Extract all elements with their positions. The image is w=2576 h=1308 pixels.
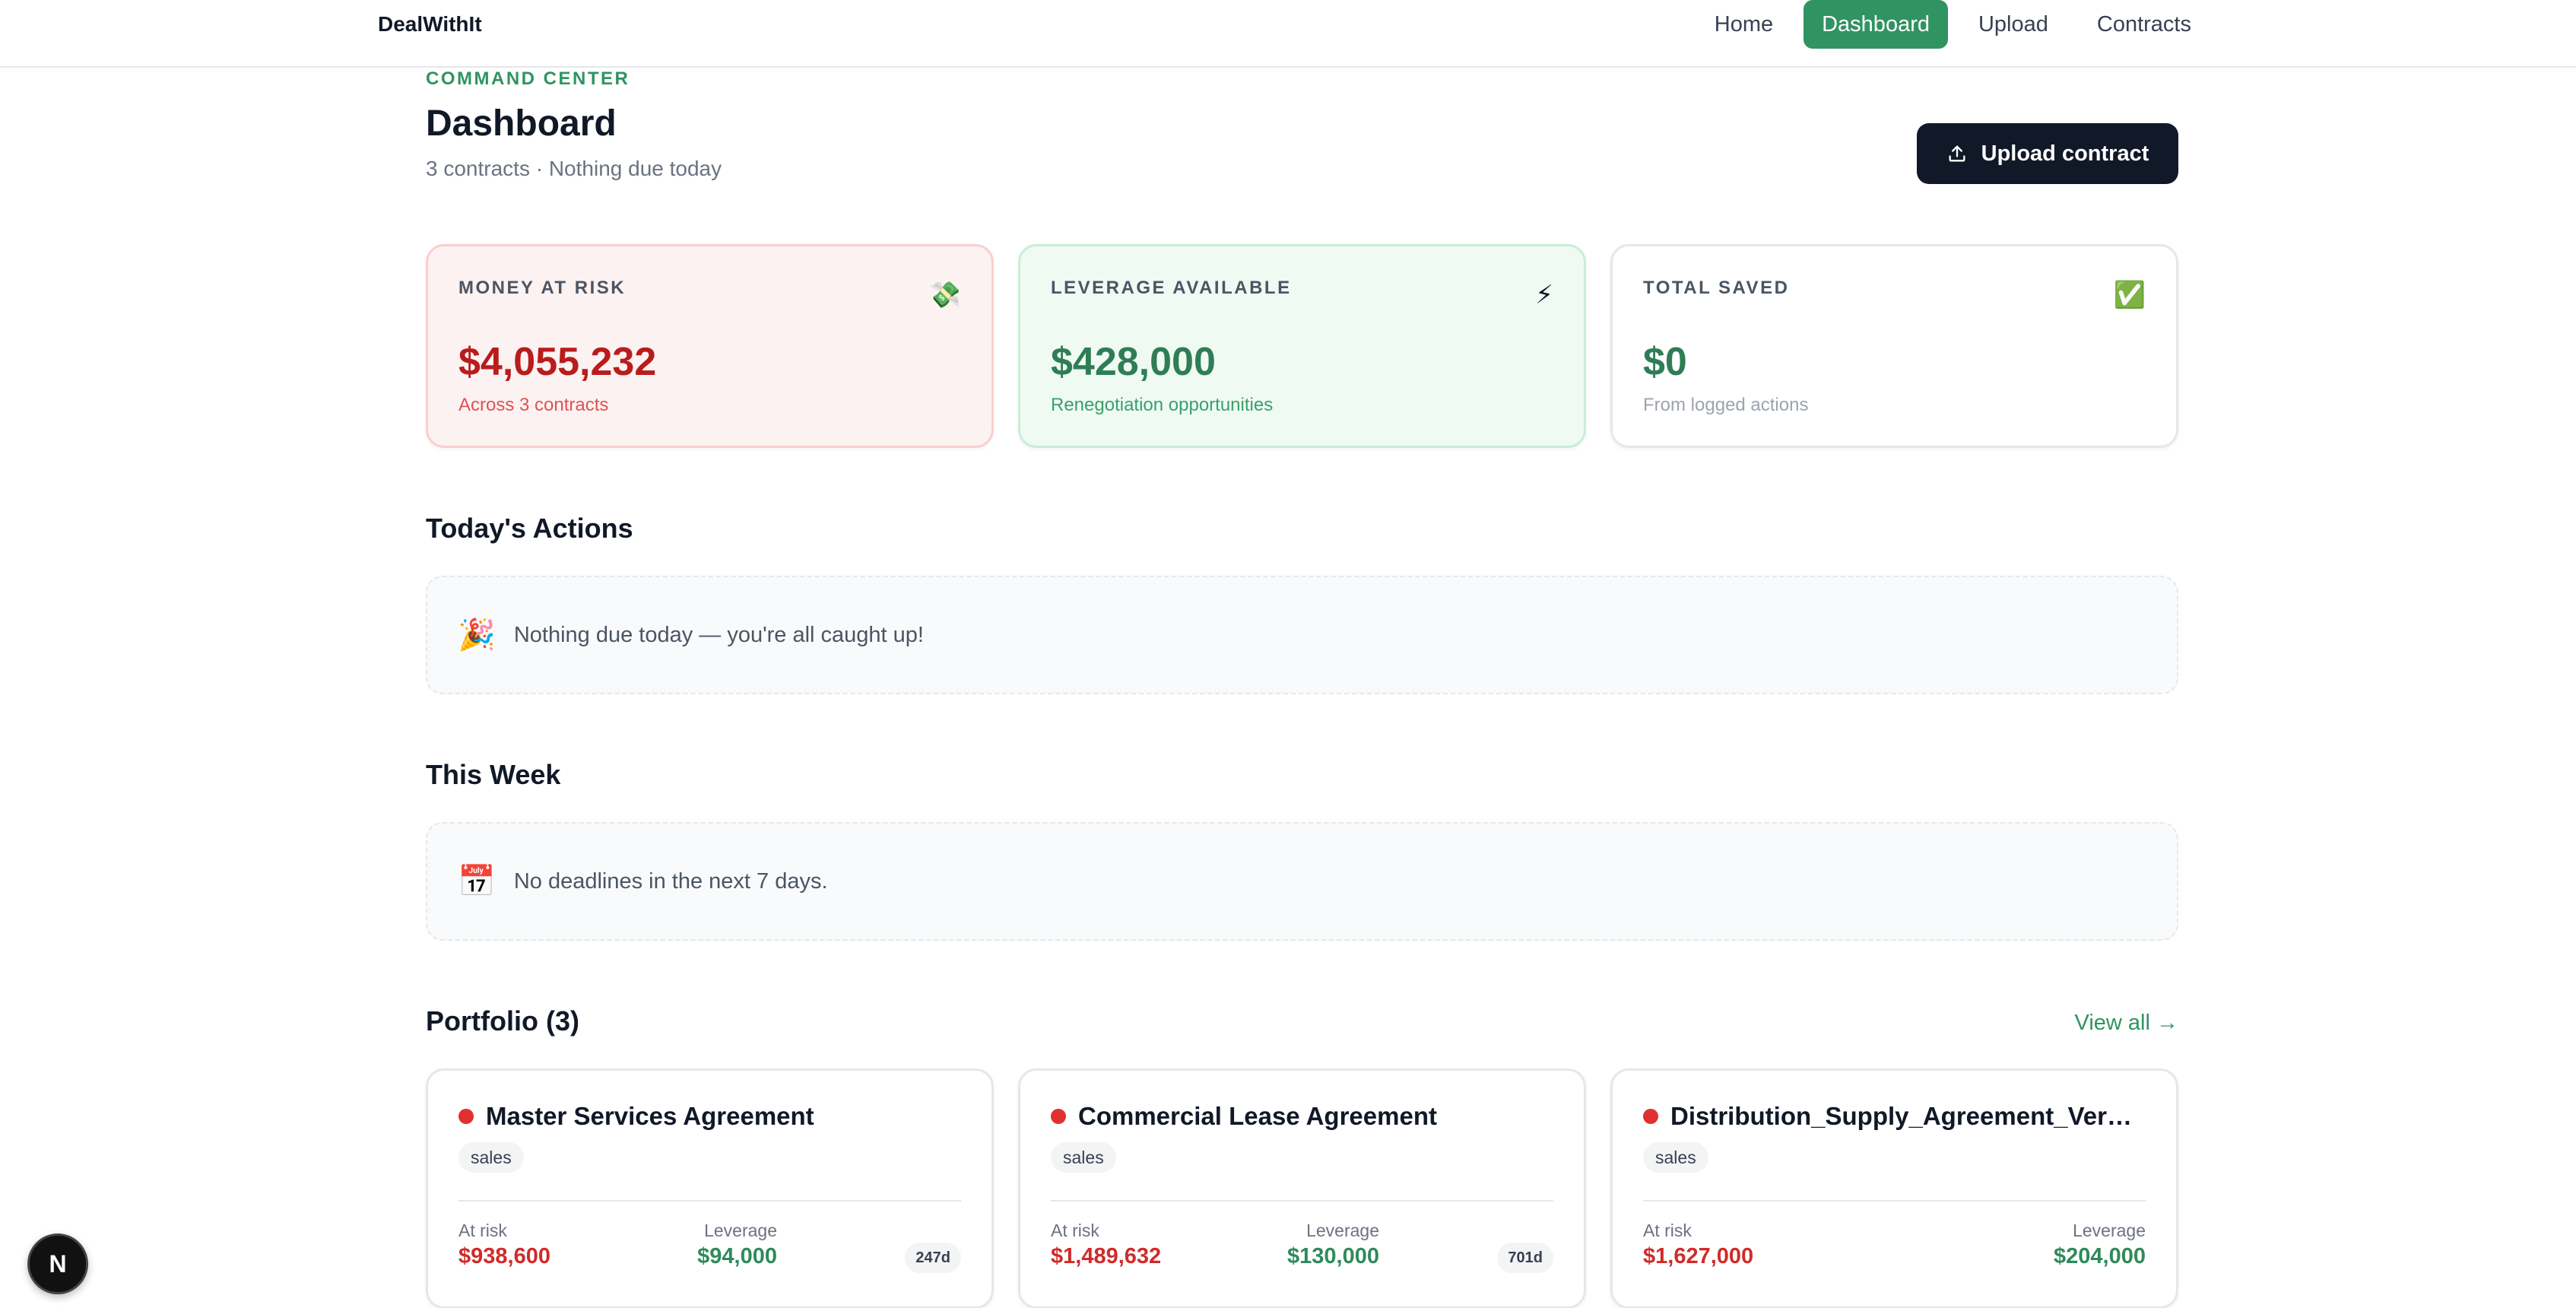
- contract-card[interactable]: Commercial Lease Agreement sales At risk…: [1018, 1068, 1586, 1308]
- empty-state-message: Nothing due today — you're all caught up…: [513, 622, 924, 647]
- at-risk-label: At risk: [1643, 1221, 1692, 1240]
- days-remaining-badge: 701d: [1497, 1243, 1553, 1273]
- kpi-value: $428,000: [1051, 340, 1216, 384]
- main-nav: Home Dashboard Upload Contracts: [1696, 0, 2210, 49]
- portfolio-cards: Master Services Agreement sales At risk …: [426, 1068, 2178, 1308]
- kpi-cards: MONEY AT RISK 💸 $4,055,232 Across 3 cont…: [426, 244, 2178, 448]
- at-risk-value: $1,627,000: [1643, 1244, 1754, 1268]
- page-eyebrow: COMMAND CENTER: [426, 68, 630, 89]
- contract-card-header: Commercial Lease Agreement: [1051, 1101, 1553, 1132]
- n-logo-icon: N: [49, 1249, 67, 1278]
- divider: [1643, 1200, 2146, 1202]
- upload-contract-button[interactable]: Upload contract: [1917, 123, 2178, 184]
- days-remaining-badge: 247d: [905, 1243, 961, 1273]
- kpi-money-at-risk: MONEY AT RISK 💸 $4,055,232 Across 3 cont…: [426, 244, 994, 448]
- risk-status-dot: [458, 1109, 474, 1124]
- kpi-label: MONEY AT RISK: [458, 278, 627, 298]
- todays-actions-empty-state: 🎉 Nothing due today — you're all caught …: [426, 576, 2178, 694]
- at-risk-label: At risk: [458, 1221, 507, 1240]
- nav-home[interactable]: Home: [1714, 12, 1774, 37]
- kpi-total-saved: TOTAL SAVED ✅ $0 From logged actions: [1610, 244, 2178, 448]
- kpi-caption: Renegotiation opportunities: [1051, 395, 1274, 415]
- kpi-caption: From logged actions: [1643, 395, 1809, 415]
- kpi-value: $0: [1643, 340, 1687, 384]
- at-risk-value: $1,489,632: [1051, 1244, 1162, 1268]
- kpi-label: LEVERAGE AVAILABLE: [1051, 278, 1292, 298]
- kpi-value: $4,055,232: [458, 340, 657, 384]
- risk-status-dot: [1643, 1109, 1658, 1124]
- view-all-link[interactable]: View all →: [2074, 1011, 2178, 1035]
- contract-card-header: Master Services Agreement: [458, 1101, 960, 1132]
- at-risk-label: At risk: [1051, 1221, 1099, 1240]
- at-risk-value: $938,600: [458, 1244, 550, 1268]
- empty-state-message: No deadlines in the next 7 days.: [513, 868, 828, 894]
- todays-actions-heading: Today's Actions: [426, 513, 633, 544]
- upload-contract-label: Upload contract: [1981, 141, 2149, 166]
- contract-title: Commercial Lease Agreement: [1078, 1102, 1437, 1130]
- contract-title: Distribution_Supply_Agreement_Verda...: [1670, 1102, 2145, 1130]
- contract-tag: sales: [458, 1142, 524, 1173]
- calendar-icon: 📅: [458, 865, 496, 898]
- contract-card[interactable]: Master Services Agreement sales At risk …: [426, 1068, 994, 1308]
- top-navigation-bar: DealWithIt Home Dashboard Upload Contrac…: [0, 0, 2576, 68]
- nav-contracts[interactable]: Contracts: [2096, 12, 2191, 37]
- nav-upload[interactable]: Upload: [1978, 12, 2048, 37]
- portfolio-heading: Portfolio (3): [426, 1005, 579, 1037]
- page-subtitle: 3 contracts · Nothing due today: [426, 157, 722, 180]
- kpi-caption: Across 3 contracts: [458, 395, 609, 415]
- leverage-label: Leverage: [704, 1221, 777, 1240]
- kpi-leverage-available: LEVERAGE AVAILABLE ⚡ $428,000 Renegotiat…: [1018, 244, 1586, 448]
- divider: [1051, 1200, 1553, 1202]
- leverage-value: $94,000: [697, 1244, 777, 1268]
- this-week-heading: This Week: [426, 759, 561, 790]
- check-mark-icon: ✅: [2113, 281, 2146, 310]
- upload-icon: [1949, 145, 1965, 162]
- nav-dashboard[interactable]: Dashboard: [1804, 0, 1948, 49]
- leverage-value: $130,000: [1287, 1244, 1379, 1268]
- nextjs-devtools-button[interactable]: N: [27, 1233, 88, 1294]
- brand-logo[interactable]: DealWithIt: [378, 12, 482, 36]
- contract-card-header: Distribution_Supply_Agreement_Verda...: [1643, 1101, 2145, 1132]
- party-popper-icon: 🎉: [458, 618, 496, 652]
- contract-tag: sales: [1051, 1142, 1116, 1173]
- lightning-icon: ⚡: [1535, 281, 1553, 310]
- risk-status-dot: [1051, 1109, 1066, 1124]
- this-week-empty-state: 📅 No deadlines in the next 7 days.: [426, 822, 2178, 941]
- contract-card[interactable]: Distribution_Supply_Agreement_Verda... s…: [1610, 1068, 2178, 1308]
- page-title: Dashboard: [426, 103, 617, 144]
- kpi-label: TOTAL SAVED: [1643, 278, 1790, 298]
- divider: [458, 1200, 961, 1202]
- leverage-value: $204,000: [2054, 1244, 2146, 1268]
- leverage-label: Leverage: [2073, 1221, 2146, 1240]
- leverage-label: Leverage: [1306, 1221, 1379, 1240]
- contract-tag: sales: [1643, 1142, 1708, 1173]
- contract-title: Master Services Agreement: [486, 1102, 814, 1130]
- money-with-wings-icon: 💸: [928, 281, 961, 310]
